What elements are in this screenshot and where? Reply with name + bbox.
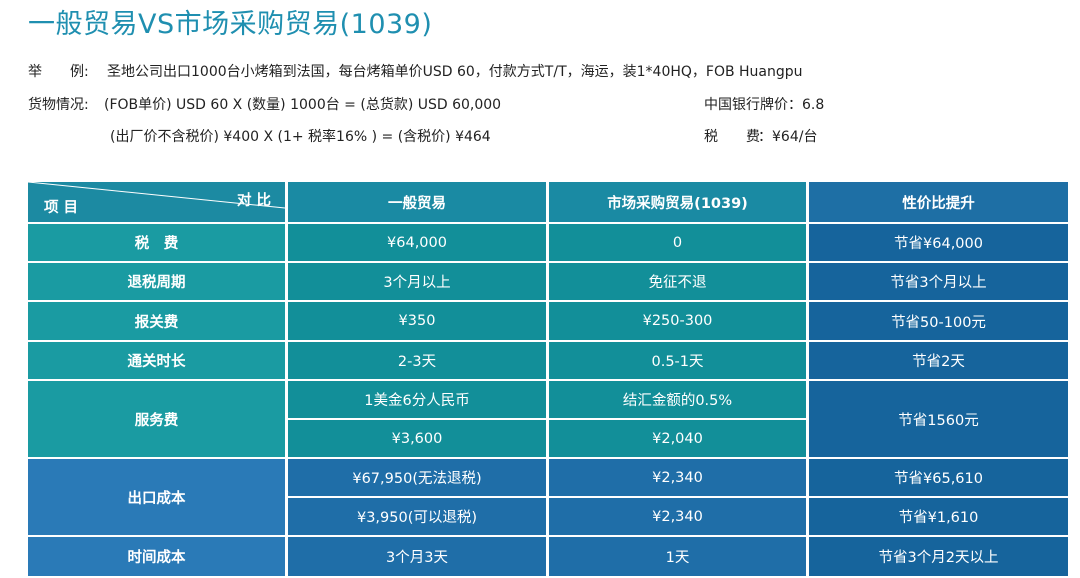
- refund-saving: 节省3个月以上: [809, 263, 1068, 300]
- export-market-2: ¥2,340: [549, 498, 806, 535]
- row-label-refund-cycle: 退税周期: [28, 263, 285, 300]
- service-general-amount: ¥3,600: [288, 420, 546, 457]
- page-title: 一般贸易VS市场采购贸易(1039): [28, 9, 433, 40]
- goods-label: 货物情况:: [28, 97, 89, 113]
- row-label-time-cost: 时间成本: [28, 537, 285, 576]
- comparison-table: 对 比 项 目 一般贸易 市场采购贸易(1039) 性价比提升 税 费 ¥64,…: [28, 182, 1068, 576]
- tax-market: 0: [549, 224, 806, 261]
- export-saving-1: 节省¥65,610: [809, 459, 1068, 496]
- header-general-trade: 一般贸易: [288, 182, 546, 222]
- export-general-no-refund: ¥67,950(无法退税): [288, 459, 546, 496]
- clearance-saving: 节省2天: [809, 342, 1068, 379]
- customs-general: ¥350: [288, 302, 546, 340]
- service-saving: 节省1560元: [809, 381, 1068, 457]
- goods-line-2: (出厂价不含税价) ¥400 X (1+ 税率16% ) = (含税价) ¥46…: [110, 129, 491, 145]
- time-saving: 节省3个月2天以上: [809, 537, 1068, 576]
- example-label: 举 例:: [28, 64, 89, 80]
- row-label-export-cost: 出口成本: [28, 459, 285, 535]
- refund-general: 3个月以上: [288, 263, 546, 300]
- diagonal-divider: [28, 182, 285, 209]
- tax-general: ¥64,000: [288, 224, 546, 261]
- clearance-market: 0.5-1天: [549, 342, 806, 379]
- customs-saving: 节省50-100元: [809, 302, 1068, 340]
- time-market: 1天: [549, 537, 806, 576]
- tax-saving: 节省¥64,000: [809, 224, 1068, 261]
- header-corner-bottom: 项 目: [44, 200, 79, 216]
- export-saving-2: 节省¥1,610: [809, 498, 1068, 535]
- refund-market: 免征不退: [549, 263, 806, 300]
- row-label-clearance-time: 通关时长: [28, 342, 285, 379]
- export-general-with-refund: ¥3,950(可以退税): [288, 498, 546, 535]
- service-market-amount: ¥2,040: [549, 420, 806, 457]
- clearance-general: 2-3天: [288, 342, 546, 379]
- row-label-service-fee: 服务费: [28, 381, 285, 457]
- tax-fee-value: ：¥64/台: [758, 129, 818, 145]
- customs-market: ¥250-300: [549, 302, 806, 340]
- header-cost-performance: 性价比提升: [809, 182, 1068, 222]
- example-text: 圣地公司出口1000台小烤箱到法国，每台烤箱单价USD 60，付款方式T/T，海…: [107, 64, 803, 80]
- time-general: 3个月3天: [288, 537, 546, 576]
- service-general-rate: 1美金6分人民币: [288, 381, 546, 418]
- goods-line-1: (FOB单价) USD 60 X (数量) 1000台 = (总货款) USD …: [104, 97, 502, 113]
- tax-fee-label: 税 费: [704, 129, 760, 145]
- row-label-tax: 税 费: [28, 224, 285, 261]
- row-label-customs-fee: 报关费: [28, 302, 285, 340]
- header-market-procurement: 市场采购贸易(1039): [549, 182, 806, 222]
- service-market-rate: 结汇金额的0.5%: [549, 381, 806, 418]
- header-corner-cell: 对 比 项 目: [28, 182, 285, 222]
- export-market-1: ¥2,340: [549, 459, 806, 496]
- exchange-rate: 中国银行牌价：6.8: [704, 97, 825, 113]
- header-corner-top: 对 比: [236, 193, 271, 209]
